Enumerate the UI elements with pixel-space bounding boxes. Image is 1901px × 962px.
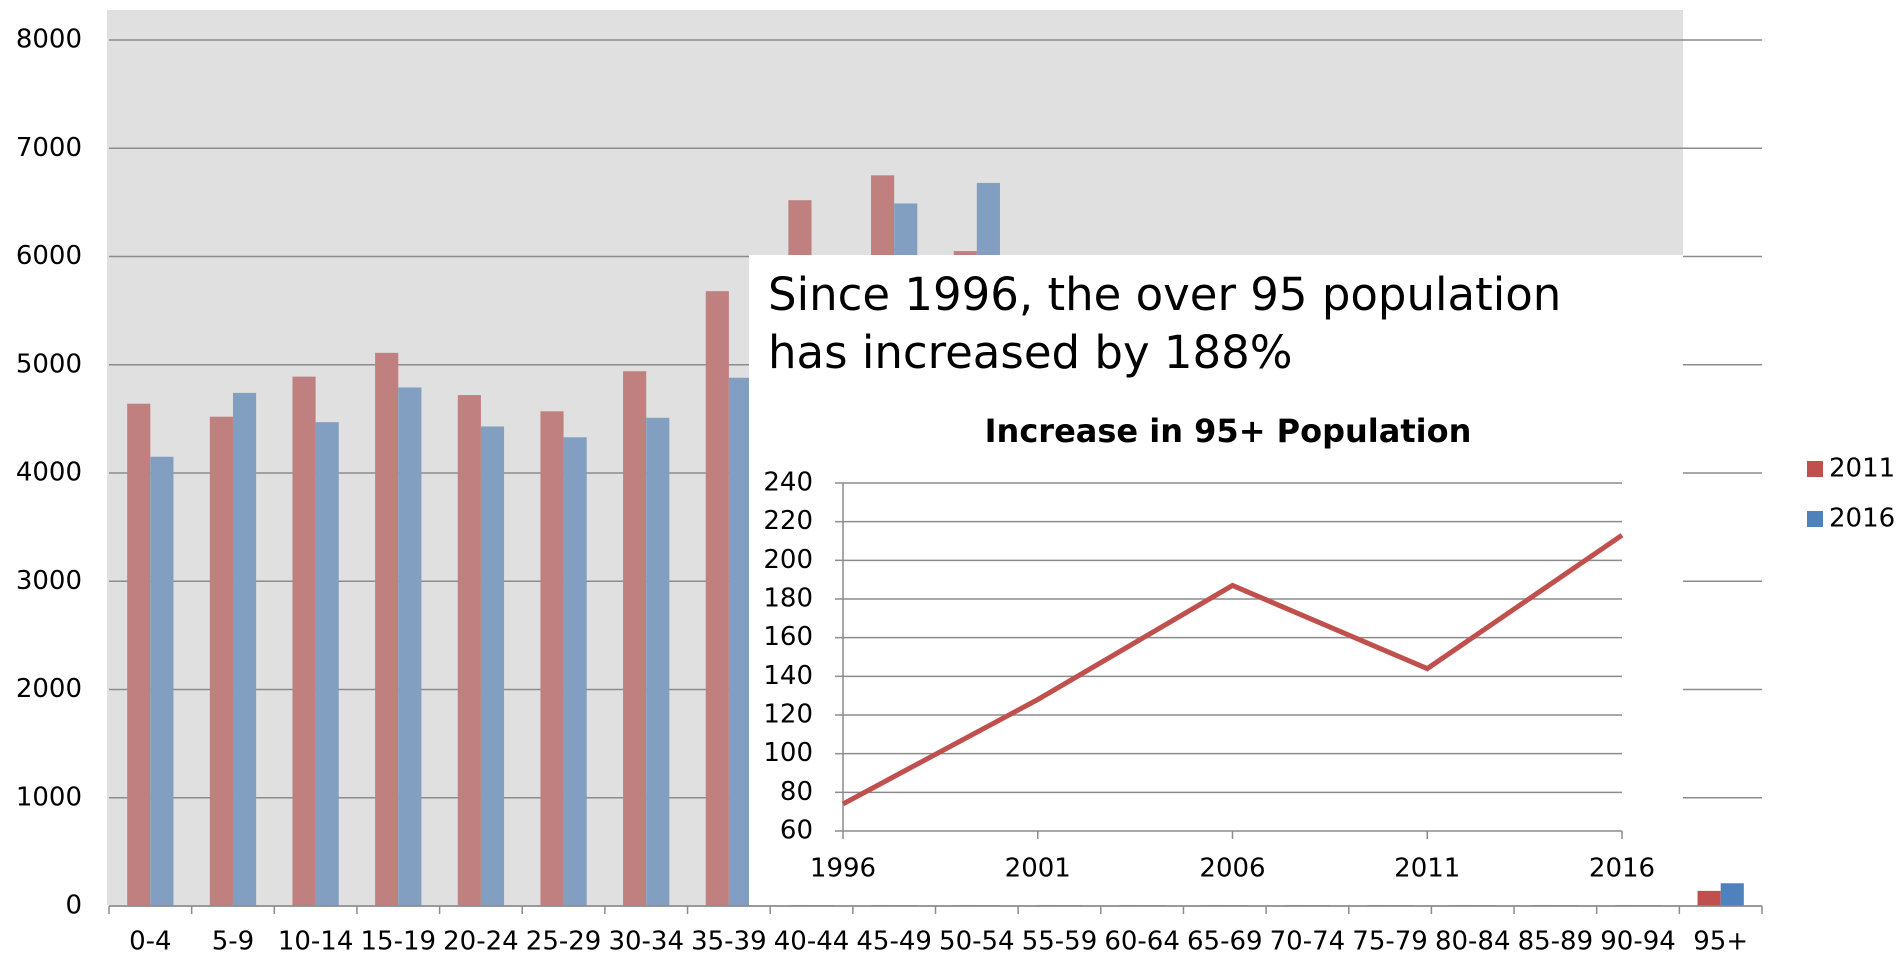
y-tick-label: 200	[763, 545, 813, 575]
y-tick-label: 7000	[16, 133, 82, 163]
legend-label: 2011	[1829, 454, 1895, 484]
bar	[127, 403, 151, 906]
x-tick-label: 1996	[810, 854, 876, 884]
y-tick-label: 120	[763, 700, 813, 730]
x-tick-label: 0-4	[129, 927, 171, 957]
y-tick-label: 220	[763, 506, 813, 536]
bar	[480, 426, 505, 906]
x-tick-label: 2011	[1394, 854, 1460, 884]
x-tick-label: 90-94	[1600, 927, 1676, 957]
bar	[563, 437, 587, 906]
y-tick-label: 5000	[16, 349, 82, 379]
x-tick-label: 65-69	[1187, 927, 1263, 957]
x-tick-label: 2016	[1589, 854, 1655, 884]
x-tick-label: 5-9	[212, 927, 254, 957]
y-tick-label: 240	[763, 468, 813, 498]
x-tick-label: 55-59	[1022, 927, 1098, 957]
y-tick-label: 180	[763, 584, 813, 614]
y-tick-label: 8000	[16, 25, 82, 55]
y-tick-label: 4000	[16, 458, 82, 488]
y-tick-label: 0	[65, 891, 82, 921]
x-tick-label: 40-44	[774, 927, 850, 957]
legend-label: 2016	[1829, 504, 1895, 534]
line-chart: Increase in 95+ Population 60 80 100 120 140…	[763, 412, 1655, 884]
y-tick-label: 80	[780, 777, 813, 807]
x-tick-label: 70-74	[1270, 927, 1346, 957]
line	[841, 533, 1624, 807]
x-tick-label: 50-54	[939, 927, 1015, 957]
y-tick-label: 100	[763, 738, 813, 768]
x-tick-label: 20-24	[443, 927, 519, 957]
bar	[315, 422, 339, 906]
bar	[209, 416, 233, 906]
y-tick-label: 160	[763, 622, 813, 652]
inset-panel	[749, 255, 1683, 905]
x-tick-label: 10-14	[278, 927, 354, 957]
y-tick-label: 1000	[16, 782, 82, 812]
legend-swatch	[1807, 461, 1823, 477]
bar	[457, 395, 481, 906]
x-tick-label: 35-39	[691, 927, 767, 957]
x-tick-label: 45-49	[856, 927, 932, 957]
bar	[292, 376, 316, 907]
x-tick-label: 75-79	[1352, 927, 1428, 957]
bar	[705, 291, 729, 906]
x-tick-label: 95+	[1693, 927, 1748, 957]
inset-title: Increase in 95+ Population	[985, 412, 1472, 450]
bar	[540, 411, 564, 906]
x-tick-label: 60-64	[1104, 927, 1180, 957]
bar	[375, 352, 399, 906]
y-tick-label: 140	[763, 661, 813, 691]
bar	[728, 377, 753, 906]
bar	[398, 387, 422, 906]
bar	[150, 456, 174, 906]
bar	[623, 371, 647, 906]
x-tick-label: 2001	[1005, 854, 1071, 884]
x-tick-label: 15-19	[360, 927, 436, 957]
bar	[1697, 890, 1721, 906]
x-tick-label: 25-29	[526, 927, 602, 957]
annotation: Since 1996, the over 95 population has i…	[768, 268, 1562, 379]
y-tick-label: 60	[780, 816, 813, 846]
bar	[1720, 883, 1744, 906]
bar	[232, 392, 257, 906]
bar	[646, 417, 670, 906]
legend-swatch	[1807, 511, 1823, 527]
y-tick-label: 3000	[16, 566, 82, 596]
x-tick-label: 30-34	[608, 927, 684, 957]
y-tick-label: 6000	[16, 241, 82, 271]
x-tick-label: 80-84	[1435, 927, 1511, 957]
y-tick-label: 2000	[16, 674, 82, 704]
x-tick-label: 85-89	[1518, 927, 1594, 957]
x-tick-label: 2006	[1199, 854, 1265, 884]
